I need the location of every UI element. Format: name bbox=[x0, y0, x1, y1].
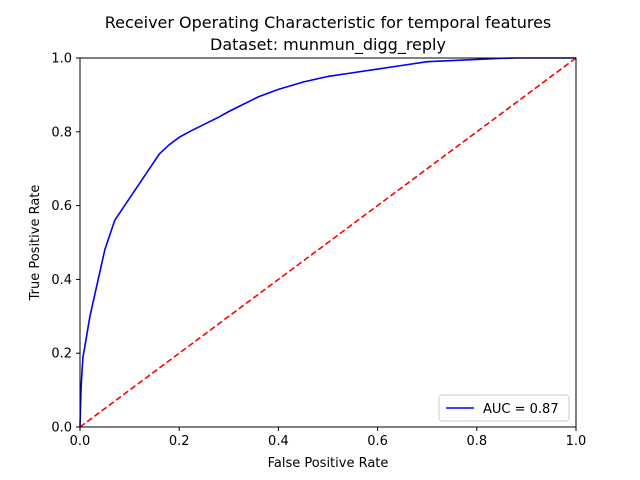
y-tick-label: 1.0 bbox=[51, 52, 72, 67]
y-tick-label: 0.0 bbox=[51, 421, 72, 436]
y-tick-label: 0.4 bbox=[51, 273, 72, 288]
y-axis-label: True Positive Rate bbox=[28, 185, 43, 302]
x-tick-label: 1.0 bbox=[566, 434, 587, 449]
x-axis-ticks: 0.0 0.2 0.4 0.6 0.8 1.0 bbox=[70, 427, 587, 449]
plot-frame bbox=[79, 57, 577, 428]
chart-title-line2: Dataset: munmun_digg_reply bbox=[210, 35, 446, 55]
x-tick-label: 0.0 bbox=[70, 434, 91, 449]
legend: AUC = 0.87 bbox=[438, 394, 570, 422]
y-tick-label: 0.8 bbox=[51, 125, 72, 140]
x-tick-label: 0.8 bbox=[466, 434, 487, 449]
x-axis-label: False Positive Rate bbox=[268, 456, 389, 471]
legend-box bbox=[438, 394, 570, 422]
legend-label: AUC = 0.87 bbox=[483, 402, 559, 417]
y-tick-label: 0.2 bbox=[51, 347, 72, 362]
chart-title-line1: Receiver Operating Characteristic for te… bbox=[105, 13, 552, 32]
x-tick-label: 0.6 bbox=[367, 434, 388, 449]
plot-series-group bbox=[79, 57, 577, 428]
y-axis-ticks: 0.0 0.2 0.4 0.6 0.8 1.0 bbox=[51, 52, 80, 436]
roc-curve-line bbox=[79, 57, 576, 428]
y-tick-label: 0.6 bbox=[51, 199, 72, 214]
x-tick-label: 0.4 bbox=[268, 434, 289, 449]
chance-diagonal-line bbox=[79, 57, 577, 428]
x-tick-label: 0.2 bbox=[169, 434, 190, 449]
